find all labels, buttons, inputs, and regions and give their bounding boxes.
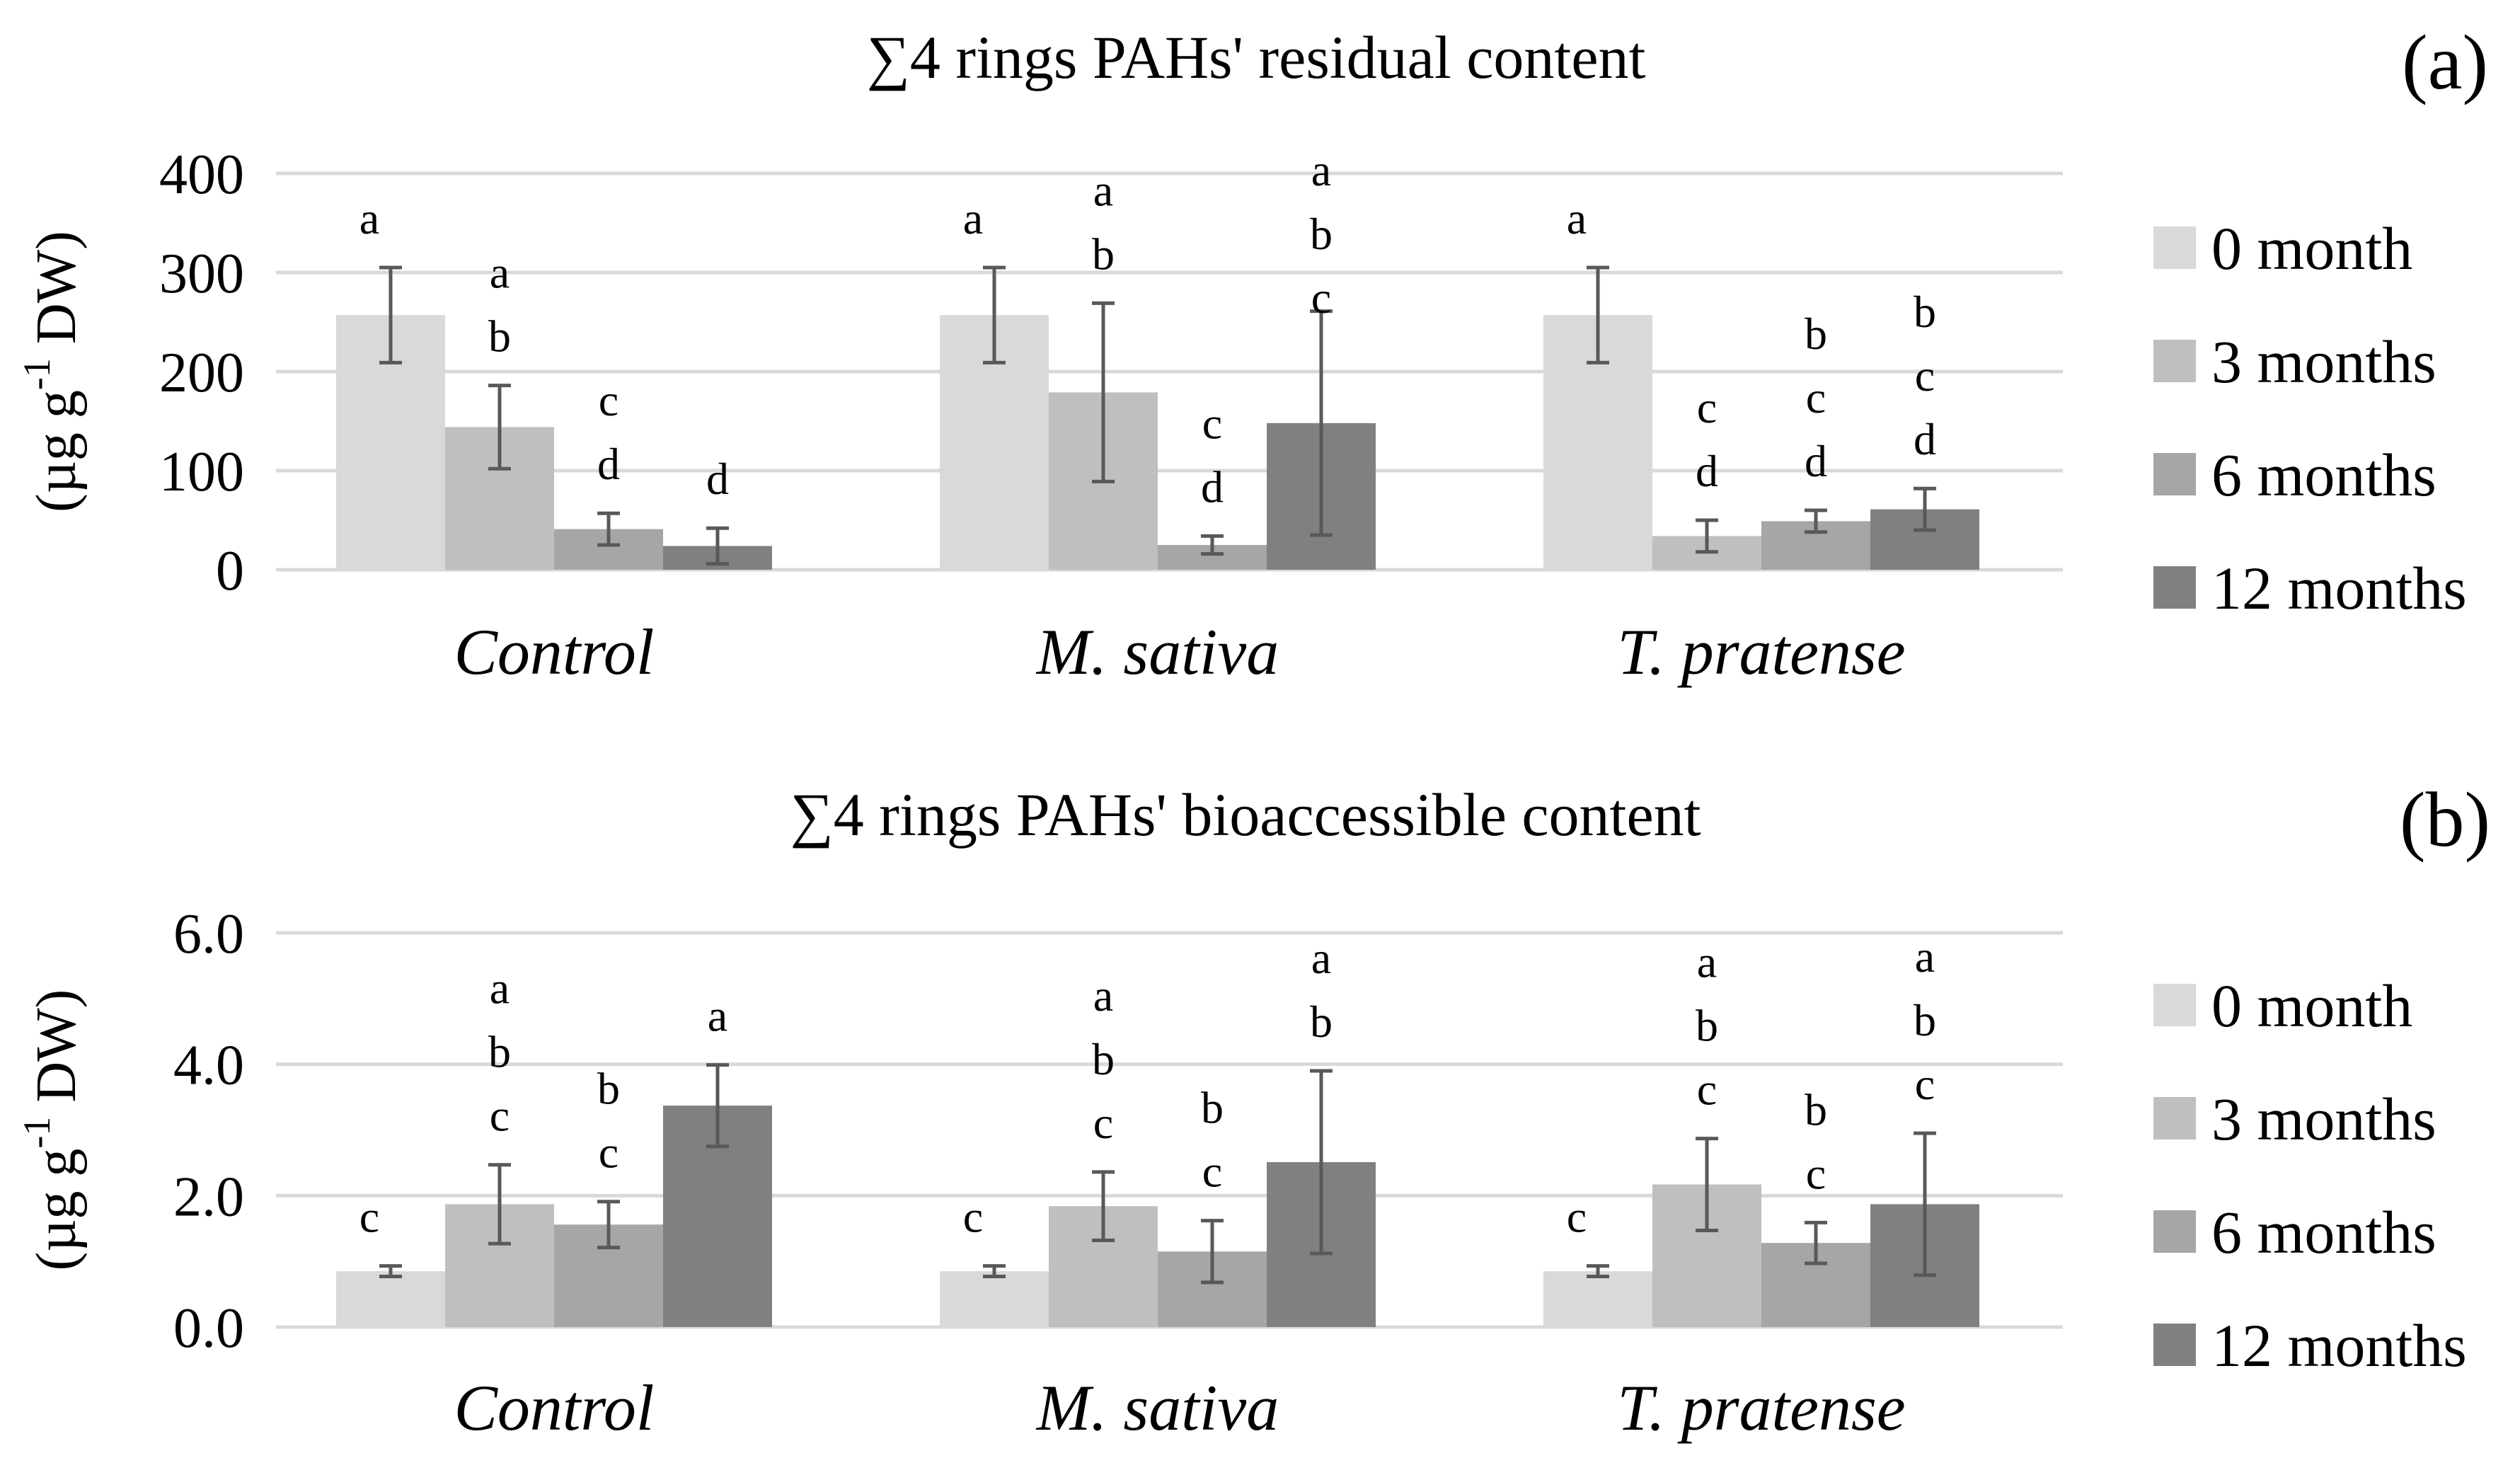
category-label: T. pratense: [1617, 616, 1905, 688]
significance-letter: b: [1805, 309, 1827, 359]
legend-swatch: [2153, 340, 2196, 382]
panel-label: (a): [2402, 19, 2488, 105]
significance-letter: b: [1092, 1034, 1115, 1084]
y-axis-label-part: (µg g: [25, 1149, 88, 1271]
category-label: M. sativa: [1035, 1372, 1279, 1444]
significance-letter: a: [1567, 193, 1587, 243]
significance-letter: b: [1805, 1084, 1827, 1135]
y-tick-label: 0: [216, 540, 244, 602]
significance-letter: b: [1914, 287, 1936, 337]
significance-letter: c: [1311, 272, 1331, 323]
significance-letter: c: [1202, 1147, 1222, 1197]
significance-letter: b: [597, 1064, 620, 1114]
category-label: Control: [454, 616, 655, 688]
significance-letter: b: [1201, 1083, 1224, 1133]
significance-letter: a: [1311, 145, 1331, 195]
significance-letter: d: [1805, 436, 1827, 486]
y-tick-label: 300: [159, 243, 244, 305]
significance-letter: d: [706, 454, 729, 504]
y-axis-label-part: (µg g: [25, 390, 88, 512]
bar: [1543, 1271, 1652, 1327]
y-axis-label: (µg g-1 DW): [16, 231, 88, 512]
significance-letter: b: [1310, 997, 1333, 1047]
legend-swatch: [2153, 226, 2196, 269]
legend-label: 0 month: [2211, 972, 2412, 1040]
legend-swatch: [2153, 566, 2196, 609]
significance-letter: a: [359, 193, 379, 243]
significance-letter: d: [1914, 414, 1936, 464]
significance-letter: b: [1310, 209, 1333, 259]
y-tick-label: 6.0: [173, 903, 244, 965]
y-axis-label-superscript: -1: [16, 1117, 58, 1149]
legend-label: 6 months: [2211, 1198, 2436, 1266]
chart-title: ∑4 rings PAHs' residual content: [867, 23, 1646, 91]
y-axis-label-part: DW): [25, 231, 88, 358]
panel-label: (b): [2400, 776, 2490, 863]
y-tick-label: 4.0: [173, 1035, 244, 1097]
significance-letter: a: [1093, 165, 1113, 215]
y-tick-label: 100: [159, 441, 244, 503]
significance-letter: b: [1914, 995, 1936, 1045]
y-axis-label-part: DW): [25, 989, 88, 1117]
y-axis-label: (µg g-1 DW): [16, 989, 88, 1271]
significance-letter: d: [1201, 461, 1224, 512]
legend-swatch: [2153, 1324, 2196, 1366]
significance-letter: a: [490, 963, 510, 1014]
legend-swatch: [2153, 453, 2196, 495]
y-tick-label: 400: [159, 144, 244, 206]
category-label: Control: [454, 1372, 655, 1444]
significance-letter: c: [963, 1192, 983, 1242]
significance-letter: a: [490, 248, 510, 298]
legend-label: 12 months: [2211, 1311, 2467, 1379]
legend-swatch: [2153, 1210, 2196, 1253]
significance-letter: b: [488, 311, 511, 362]
significance-letter: c: [1567, 1192, 1587, 1242]
significance-letter: c: [1915, 1059, 1935, 1109]
y-tick-label: 0.0: [173, 1297, 244, 1360]
significance-letter: c: [1697, 1064, 1717, 1115]
bar: [940, 1271, 1049, 1327]
significance-letter: b: [1696, 1001, 1718, 1051]
legend-label: 3 months: [2211, 1085, 2436, 1153]
significance-letter: c: [1202, 398, 1222, 448]
y-axis-label-superscript: -1: [16, 358, 58, 390]
category-label: M. sativa: [1035, 616, 1279, 688]
legend-label: 3 months: [2211, 328, 2436, 396]
significance-letter: b: [1092, 229, 1115, 279]
significance-letter: c: [1806, 1148, 1826, 1198]
significance-letter: c: [490, 1091, 510, 1141]
legend-swatch: [2153, 1097, 2196, 1140]
bar: [336, 1271, 445, 1327]
significance-letter: b: [488, 1027, 511, 1077]
panel-a: ∑4 rings PAHs' residual content (a) 0 100 20…: [16, 19, 2488, 688]
significance-letter: a: [963, 193, 983, 243]
legend-swatch: [2153, 984, 2196, 1026]
significance-letter: c: [1915, 350, 1935, 401]
significance-letter: c: [599, 375, 619, 425]
significance-letter: d: [597, 439, 620, 489]
legend-label: 6 months: [2211, 441, 2436, 509]
significance-letter: a: [1915, 931, 1935, 982]
y-tick-label: 200: [159, 342, 244, 404]
legend-label: 0 month: [2211, 214, 2412, 282]
chart-title: ∑4 rings PAHs' bioaccessible content: [790, 781, 1701, 849]
legend-label: 12 months: [2211, 554, 2467, 622]
category-label: T. pratense: [1617, 1372, 1905, 1444]
significance-letter: c: [1806, 372, 1826, 423]
significance-letter: a: [1697, 937, 1717, 987]
y-tick-label: 2.0: [173, 1166, 244, 1228]
significance-letter: c: [359, 1192, 379, 1242]
significance-letter: d: [1696, 446, 1718, 496]
significance-letter: c: [1697, 382, 1717, 432]
significance-letter: c: [1093, 1098, 1113, 1148]
significance-letter: a: [1311, 933, 1331, 983]
panel-b: ∑4 rings PAHs' bioaccessible content (b) 0…: [16, 776, 2490, 1444]
significance-letter: c: [599, 1127, 619, 1178]
significance-letter: a: [708, 991, 727, 1041]
significance-letter: a: [1093, 970, 1113, 1021]
